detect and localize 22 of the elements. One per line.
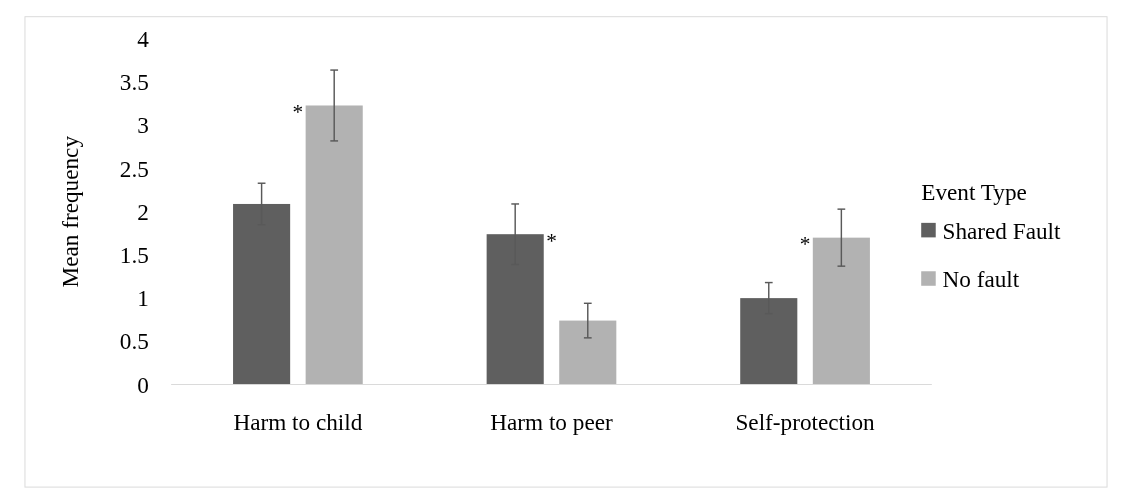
x-tick-label: Harm to child [233, 408, 363, 435]
y-tick-label: 0 [137, 371, 149, 398]
bar [559, 320, 617, 385]
bar [305, 105, 363, 385]
y-tick-label: 1.5 [119, 242, 149, 269]
y-tick-label: 3 [137, 112, 149, 139]
annotation: * [546, 228, 557, 253]
x-tick-label: Self-protection [735, 408, 876, 435]
annotation: * [292, 100, 304, 125]
x-tick-label: Harm to peer [490, 408, 613, 435]
legend-label: No fault [942, 266, 1020, 293]
legend-title: Event Type [921, 179, 1027, 206]
y-tick-label: 4 [137, 26, 150, 53]
legend-label: Shared Fault [942, 217, 1062, 244]
bar [812, 237, 870, 385]
y-axis-title: Mean frequency [57, 135, 84, 288]
y-tick-label: 2.5 [119, 155, 149, 182]
annotation: * [799, 232, 811, 257]
y-tick-label: 1 [137, 285, 149, 312]
y-tick-label: 3.5 [119, 69, 149, 96]
y-tick-label: 2 [137, 198, 149, 225]
y-tick-label: 0.5 [119, 328, 149, 355]
